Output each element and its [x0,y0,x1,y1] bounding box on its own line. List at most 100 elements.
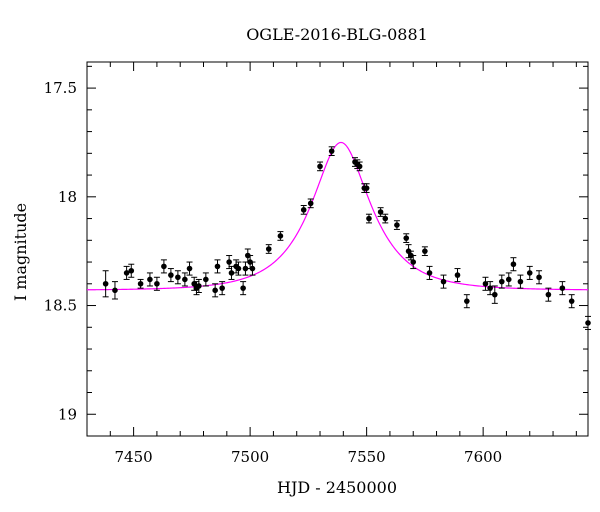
data-point [498,274,505,289]
data-point [202,272,209,287]
data-marker [422,248,428,254]
data-marker [403,235,410,241]
data-marker [568,298,575,304]
y-tick-label: 19 [58,405,77,423]
y-tick-label: 17.5 [44,79,77,97]
data-marker [123,270,130,276]
data-marker [137,280,144,287]
data-point [510,257,517,272]
data-marker [356,163,363,170]
data-marker [328,148,335,154]
data-point [403,233,410,243]
data-point [545,287,552,302]
data-marker [168,272,174,278]
data-point [410,255,417,270]
data-point [174,270,181,285]
data-marker [228,270,235,276]
data-point [454,268,461,283]
data-marker [300,207,307,213]
data-marker [510,261,517,268]
data-marker [464,298,470,304]
data-point [128,263,135,278]
data-marker [536,274,542,281]
data-marker [363,185,370,191]
x-tick-label: 7500 [231,448,269,466]
data-marker [147,276,153,283]
data-point [463,294,470,309]
data-points-layer [102,146,591,330]
data-point [363,183,370,193]
data-point [307,198,314,209]
data-point [219,281,226,296]
data-point [160,259,167,274]
plot-frame [86,61,589,437]
data-marker [517,278,524,285]
data-marker [214,263,221,270]
data-marker [366,215,372,222]
data-marker [440,278,447,285]
data-marker [265,246,272,252]
data-marker [317,163,323,170]
data-point [482,276,489,291]
data-point [377,207,384,217]
data-point [440,274,447,289]
data-point [235,261,242,276]
data-marker [182,276,188,283]
data-marker [112,287,118,294]
data-marker [242,265,249,272]
data-marker [191,280,197,287]
data-marker [235,265,242,272]
data-point [393,220,400,230]
data-marker [249,265,256,272]
chart-title: OGLE-2016-BLG-0881 [246,25,428,44]
data-point [300,205,307,215]
data-point [181,272,188,287]
data-marker [585,320,591,326]
data-marker [382,215,389,222]
data-point [153,276,160,291]
data-point [137,278,144,289]
y-tick-label: 18 [58,188,77,206]
data-marker [212,287,218,294]
data-marker [559,285,566,291]
data-marker [454,272,461,278]
data-point [382,213,389,224]
data-marker [226,259,232,265]
data-marker [196,283,202,289]
data-point [585,315,591,330]
data-marker [505,276,512,283]
data-point [559,281,566,296]
data-marker [186,265,193,272]
data-marker [426,270,433,276]
data-point [277,231,284,241]
data-marker [161,263,167,270]
data-marker [545,291,552,298]
x-tick-label: 7450 [115,448,153,466]
data-point [365,213,372,224]
y-tick-label: 18.5 [44,297,77,315]
data-point [317,161,324,172]
data-point [195,278,202,293]
data-point [167,268,174,283]
data-marker [203,276,209,283]
data-point [491,285,498,304]
data-point [102,270,109,298]
data-marker [377,209,384,215]
data-marker [487,285,493,291]
data-point [212,283,219,298]
data-marker [498,278,505,285]
data-point [186,261,193,276]
data-marker [240,285,246,291]
data-marker [219,285,225,291]
data-point [328,146,335,156]
data-marker [128,267,135,274]
data-point [505,272,512,287]
data-point [526,265,533,280]
data-point [146,272,153,287]
data-marker [491,291,498,298]
x-tick-label: 7600 [464,448,502,466]
data-point [487,281,494,296]
data-point [111,281,118,300]
